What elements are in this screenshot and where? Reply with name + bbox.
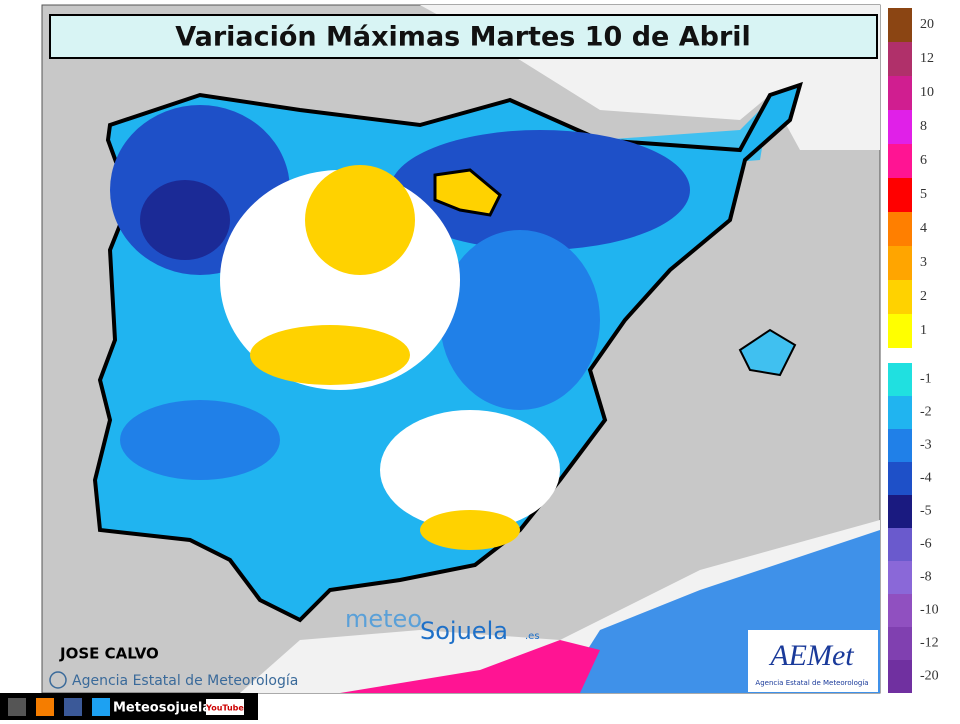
- logo-left: meteo: [345, 605, 422, 633]
- legend-label: 4: [920, 221, 927, 236]
- legend-label: -10: [920, 603, 939, 618]
- youtube-box: [206, 699, 244, 715]
- legend-swatch: [888, 660, 912, 693]
- legend-swatch: [888, 528, 912, 561]
- aemet-sub: Agencia Estatal de Meteorología: [755, 679, 868, 687]
- legend-swatch: [888, 246, 912, 280]
- legend-label: -8: [920, 570, 932, 585]
- title-box: [49, 14, 878, 59]
- legend-label: -12: [920, 636, 939, 651]
- legend-label: 12: [920, 51, 934, 66]
- blogger-icon: [36, 698, 54, 716]
- legend-label: -6: [920, 537, 932, 552]
- legend-label: 3: [920, 255, 927, 270]
- legend-swatch: [888, 594, 912, 627]
- legend-swatch: [888, 462, 912, 495]
- handle: Meteosojuela: [113, 701, 211, 716]
- anomaly-fields: [110, 105, 690, 550]
- legend-label: 10: [920, 85, 934, 100]
- legend-swatch: [888, 429, 912, 462]
- la-rioja: [433, 168, 502, 217]
- legend-label: -2: [920, 405, 932, 420]
- legend-label: -1: [920, 372, 932, 387]
- title: Variación Máximas Martes 10 de Abril: [175, 22, 751, 53]
- legend-label: -4: [920, 471, 932, 486]
- legend-swatch: [888, 627, 912, 660]
- legend-swatch: [888, 280, 912, 314]
- legend-swatch: [888, 363, 912, 396]
- legend-swatch: [888, 396, 912, 429]
- legend-swatch: [888, 8, 912, 42]
- youtube: YouTube: [205, 704, 244, 713]
- instagram-icon: [8, 698, 26, 716]
- legend-swatch: [888, 495, 912, 528]
- legend-label: 6: [920, 153, 927, 168]
- legend-label: 20: [920, 17, 934, 32]
- legend-swatch: [888, 76, 912, 110]
- legend-swatch: [888, 42, 912, 76]
- twitter-icon: [92, 698, 110, 716]
- legend: 20 12 10 8 6 5 4 3 2 1 -1 -2 -3 -4 -5 -6 -8 -10 -12 -20: [888, 8, 939, 693]
- legend-swatch: [888, 212, 912, 246]
- legend-swatch: [888, 314, 912, 348]
- legend-label: 2: [920, 289, 927, 304]
- legend-label: 8: [920, 119, 927, 134]
- agency: Agencia Estatal de Meteorología: [72, 673, 298, 689]
- logo-right: Sojuela: [420, 617, 508, 645]
- legend-label: -3: [920, 438, 932, 453]
- copyright-icon: [49, 671, 67, 689]
- facebook-icon: [64, 698, 82, 716]
- legend-label: 1: [920, 323, 927, 338]
- legend-label: -20: [920, 669, 939, 684]
- africa-warm: [340, 640, 600, 693]
- aemet-box: [748, 630, 878, 692]
- aemet-logo: AEMet: [768, 639, 854, 672]
- legend-swatch: [888, 144, 912, 178]
- legend-swatch: [888, 561, 912, 594]
- legend-swatch: [888, 110, 912, 144]
- legend-label: -5: [920, 504, 932, 519]
- logo-suffix: .es: [525, 631, 540, 642]
- author: JOSE CALVO: [59, 645, 159, 663]
- legend-label: 5: [920, 187, 927, 202]
- balearic-islands: [738, 328, 797, 377]
- legend-swatch: [888, 178, 912, 212]
